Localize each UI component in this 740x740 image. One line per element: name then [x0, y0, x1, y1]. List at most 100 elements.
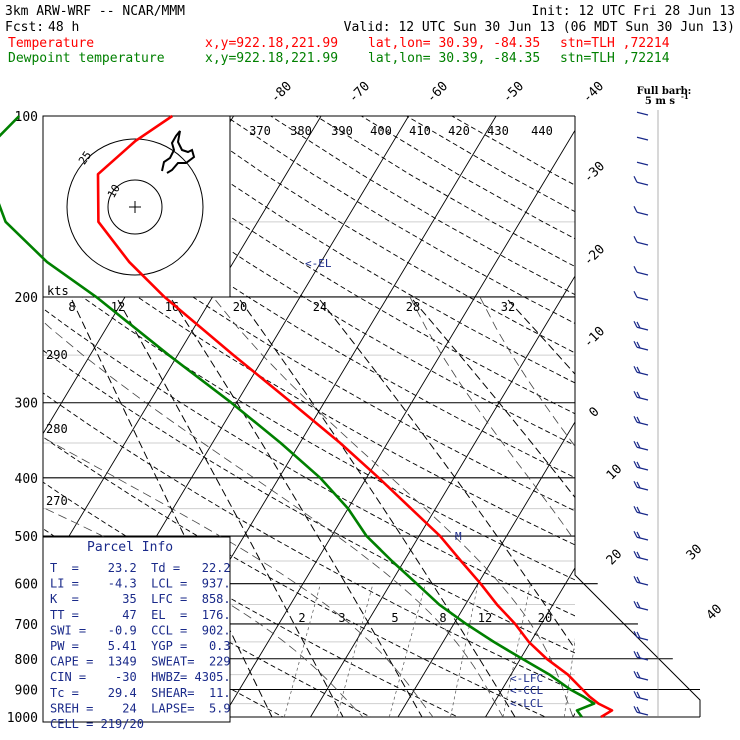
barb-feather — [636, 461, 641, 469]
parcel-info-box: Parcel Info T = 23.2 Td = 22.2 LI = -4.3 L… — [42, 536, 231, 731]
pressure-label: 400 — [15, 472, 38, 487]
barb-shaft — [636, 656, 649, 661]
dry-adiabat — [43, 308, 575, 617]
barb-feather — [633, 290, 638, 298]
barb-feather — [636, 341, 641, 349]
barb-feather — [636, 691, 641, 699]
mixing-ratio-label: 20 — [538, 611, 552, 625]
hodograph-ring-label: 25 — [76, 149, 94, 167]
wind-barb — [633, 530, 649, 541]
model-title: 3km ARW-WRF -- NCAR/MMM — [5, 4, 185, 19]
parcel-info-title: Parcel Info — [87, 540, 173, 555]
barb-feather — [633, 390, 638, 398]
speed-axis-label: 28 — [406, 300, 420, 314]
barb-feather — [633, 575, 638, 583]
level-marker: <-LCL — [510, 697, 543, 710]
parcel-info-row: K = 35 LFC = 858. — [50, 592, 231, 606]
barb-shaft — [636, 346, 649, 351]
dewpoint-trace — [0, 115, 596, 718]
isotherm-label: 0 — [586, 404, 602, 420]
barb-feather — [636, 706, 641, 714]
speed-axis-label: 32 — [501, 300, 515, 314]
isotherm-line — [661, 116, 740, 717]
dry-adiabat — [44, 116, 575, 446]
wind-barb — [633, 390, 649, 401]
hodograph-ring-label: 10 — [105, 182, 123, 200]
parcel-info-row: CELL = 219/20 — [50, 717, 144, 731]
barb-shaft — [636, 486, 649, 491]
theta-label: 410 — [409, 124, 431, 138]
isotherm-line — [397, 421, 575, 717]
barb-feather — [633, 550, 638, 558]
barb-shaft — [636, 606, 649, 611]
mixing-ratio-lines — [283, 583, 575, 717]
isotherm-label: -40 — [580, 79, 607, 106]
mixing-ratio-line — [283, 583, 321, 717]
mixing-ratio-label: 5 — [391, 611, 398, 625]
isotherm-label: -50 — [500, 79, 527, 106]
wind-barb — [633, 235, 649, 246]
barb-shaft — [636, 511, 649, 516]
mixing-ratio-line — [450, 583, 479, 717]
wind-barb — [636, 111, 649, 116]
isotherm-label: 40 — [704, 602, 726, 624]
barb-feather — [636, 506, 641, 514]
wind-barb — [633, 205, 649, 216]
isotherm-label: 10 — [604, 462, 626, 484]
isotherm-label: -80 — [268, 79, 295, 106]
isotherm-label: 20 — [604, 547, 626, 569]
barb-shaft — [636, 371, 649, 376]
dew-legend-latlon: lat,lon= 30.39, -84.35 — [368, 51, 540, 66]
wind-barb — [633, 265, 649, 276]
valid-time: Valid: 12 UTC Sun 30 Jun 13 (06 MDT Sun … — [344, 20, 735, 35]
theta-label: 390 — [331, 124, 353, 138]
barb-shaft — [636, 161, 649, 166]
pressure-label: 700 — [15, 618, 38, 633]
isotherm-line — [485, 566, 575, 717]
isotherm-line — [43, 116, 322, 581]
wind-barb — [633, 650, 649, 661]
speed-axis-label: 20 — [233, 300, 247, 314]
barb-feather — [633, 690, 638, 698]
dry-adiabat — [179, 116, 575, 354]
wind-barb — [633, 415, 649, 426]
barb-shaft — [636, 556, 649, 561]
barb-feather — [633, 650, 638, 658]
fcst-value: 48 h — [48, 20, 79, 35]
level-marker: <-LFC — [510, 672, 543, 685]
wind-barb — [633, 290, 649, 301]
pressure-label: 600 — [15, 578, 38, 593]
level-marker: <-EL — [305, 257, 332, 270]
barb-legend-line1: Full barb: — [637, 86, 692, 97]
barb-shaft — [636, 446, 649, 451]
parcel-info-row: CAPE = 1349 SWEAT= 229 — [50, 655, 231, 669]
dry-adiabat — [270, 116, 575, 296]
barb-shaft — [636, 676, 649, 681]
wind-barbs — [633, 110, 659, 717]
dry-adiabat — [43, 227, 575, 546]
barb-feather — [636, 631, 641, 639]
barb-feather — [636, 671, 641, 679]
moist-adiabat — [409, 296, 575, 542]
barb-feather — [633, 670, 638, 678]
barb-shaft — [636, 326, 649, 331]
parcel-info-row: CIN = -30 HWBZ= 4305. — [50, 670, 231, 684]
wind-barb — [633, 505, 649, 516]
wind-barb — [633, 575, 649, 586]
parcel-info-row: PW = 5.41 YGP = 0.3 — [50, 639, 231, 653]
barb-shaft — [636, 241, 649, 246]
speed-reference-line — [171, 299, 423, 717]
theta-label: 380 — [290, 124, 312, 138]
barb-shaft — [636, 136, 649, 141]
pressure-label: 100 — [15, 110, 38, 125]
hodograph-ring — [107, 179, 163, 235]
barb-shaft — [636, 466, 649, 471]
barb-shaft — [636, 181, 649, 186]
speed-reference-line — [239, 299, 516, 717]
dry-adiabat — [43, 150, 575, 479]
wind-barb — [636, 161, 649, 166]
fcst-label: Fcst: — [5, 20, 44, 35]
speed-reference-line — [71, 299, 273, 717]
isotherm-label: 30 — [684, 542, 706, 564]
barb-feather — [633, 440, 638, 448]
